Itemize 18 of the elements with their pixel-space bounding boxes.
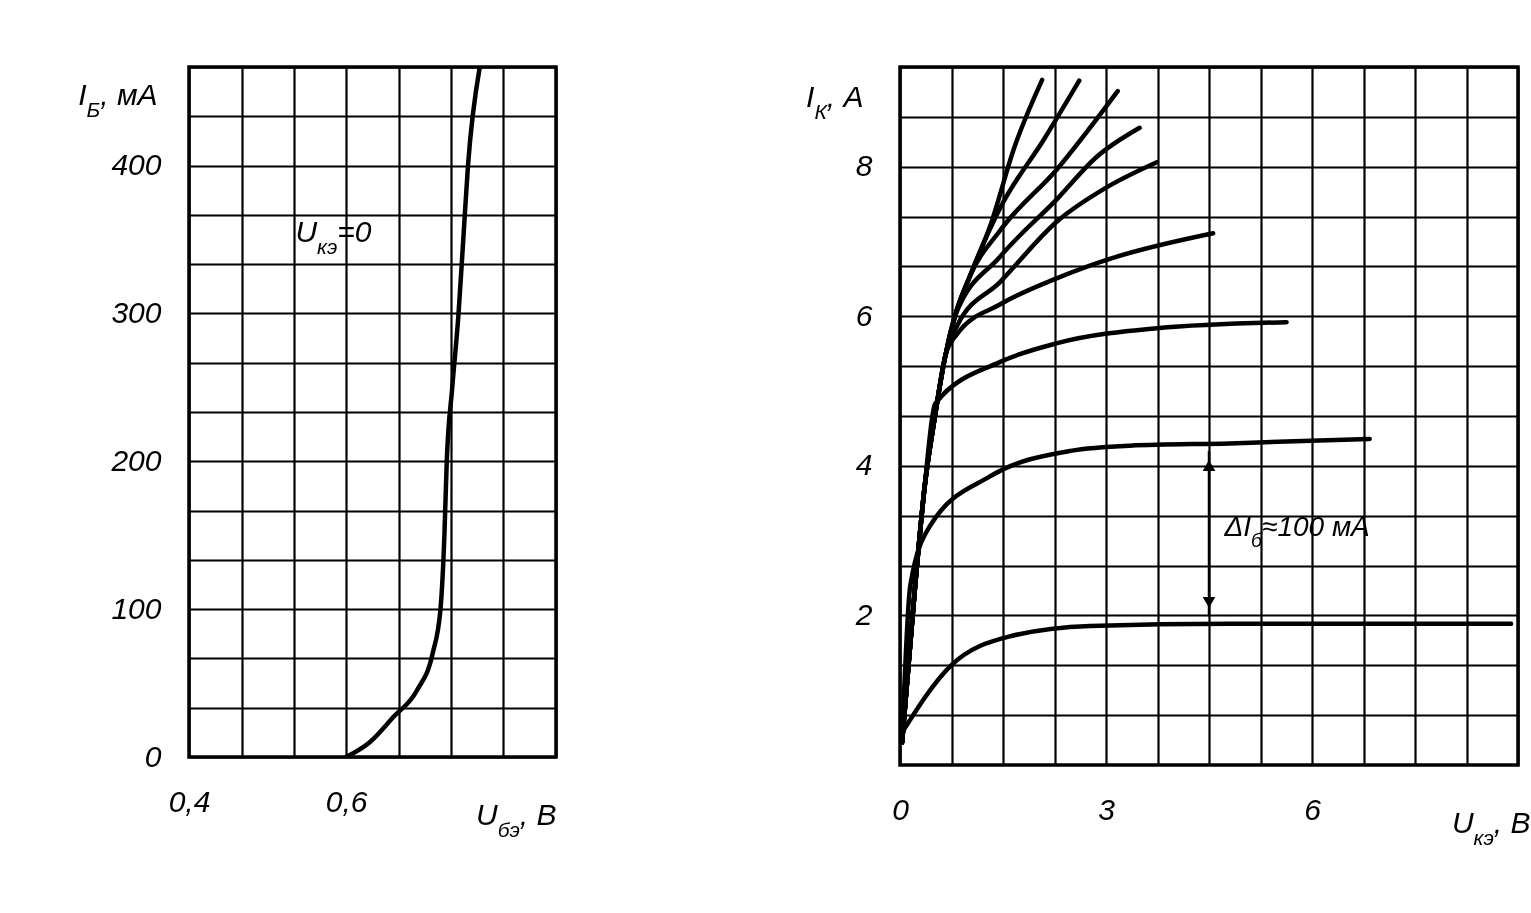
y-tick-label: 400 (111, 148, 162, 182)
x-tick-label: 0 (892, 792, 910, 826)
x-tick-label: 0,6 (325, 784, 368, 818)
y-axis-title: I$_{Б}$, мА (78, 77, 158, 120)
y-tick-label: 200 (110, 443, 162, 477)
y-tick-label: 8 (855, 149, 873, 183)
x-axis-title: U$_{кэ}$, В (1451, 805, 1531, 848)
y-tick-label: 2 (854, 597, 873, 631)
y-tick-label: 300 (111, 295, 162, 329)
y-tick-label: 6 (855, 298, 873, 332)
x-tick-label: 6 (1304, 792, 1322, 826)
y-tick-label: 100 (111, 591, 162, 625)
x-tick-label: 3 (1098, 792, 1116, 826)
x-tick-label: 0,4 (168, 784, 211, 818)
y-axis-title: I$_{К}$, А (806, 79, 864, 122)
y-tick-label: 4 (855, 448, 873, 482)
y-tick-label: 0 (144, 739, 162, 773)
x-axis-title: U$_{бэ}$, В (476, 797, 557, 840)
